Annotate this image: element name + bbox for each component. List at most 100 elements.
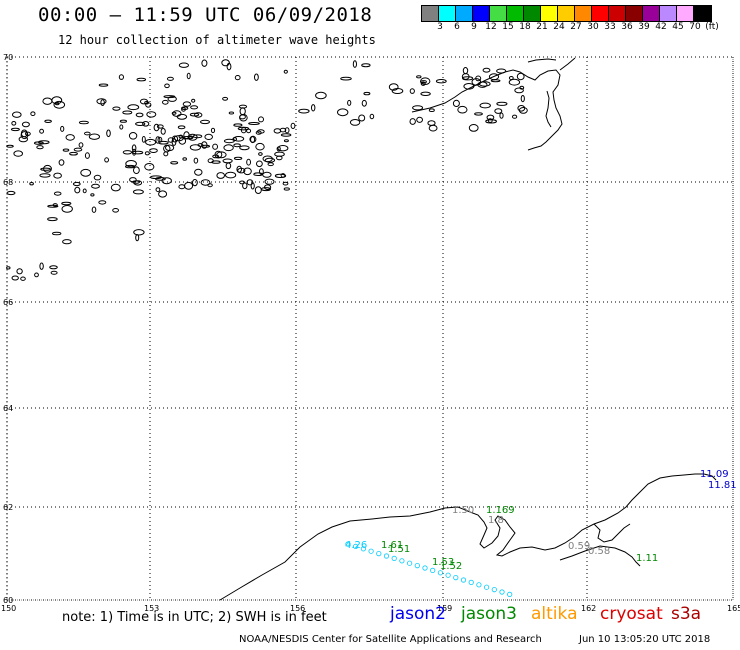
ice-floe — [409, 118, 416, 125]
ice-floe — [34, 272, 39, 278]
legend-label: 39 — [638, 22, 650, 32]
ice-floe — [20, 276, 26, 281]
ice-floe — [391, 88, 404, 94]
ice-floe — [62, 148, 70, 152]
lat-lon-grid — [6, 56, 734, 601]
ice-floe — [119, 119, 128, 123]
ice-floe — [250, 182, 255, 190]
ice-floe — [110, 183, 121, 192]
ice-floe — [264, 184, 272, 190]
ice-floe — [256, 160, 263, 168]
ice-floe — [184, 181, 194, 190]
ice-floe — [13, 150, 24, 157]
ice-floe — [156, 124, 164, 129]
legend-swatch — [575, 6, 592, 21]
ice-floe — [243, 167, 252, 176]
ice-floe — [363, 91, 371, 96]
ice-floe — [189, 112, 200, 117]
legend-swatch — [592, 6, 609, 21]
ice-floe — [149, 148, 158, 154]
ice-floe — [233, 143, 241, 148]
track-point — [468, 579, 474, 586]
ice-floe — [78, 142, 84, 148]
track-point — [453, 574, 459, 581]
ice-floe — [457, 105, 468, 114]
ice-floe — [254, 186, 262, 195]
ice-floe — [225, 162, 232, 170]
ice-floe — [486, 114, 495, 121]
ice-floe — [420, 81, 426, 86]
ice-floe — [60, 125, 65, 132]
credit-text: NOAA/NESDIS Center for Satellite Applica… — [239, 634, 542, 645]
ice-floe — [358, 114, 366, 122]
ice-floe — [250, 136, 256, 144]
ice-floe — [284, 127, 290, 134]
ice-floe — [361, 63, 371, 68]
track-point — [383, 553, 390, 559]
legend-swatch — [490, 6, 507, 21]
ice-floe — [461, 73, 470, 80]
ice-floe — [352, 60, 357, 68]
wave-height-label: 11.09 — [700, 469, 729, 480]
ice-floe — [39, 262, 44, 270]
legend-unit: (ft) — [705, 22, 719, 32]
ice-floe — [277, 145, 289, 152]
track-point — [345, 541, 351, 547]
note-text: note: 1) Time is in UTC; 2) SWH is in fe… — [62, 610, 327, 625]
ice-floe — [39, 173, 51, 178]
ice-floe — [427, 120, 436, 126]
ice-floe — [106, 129, 111, 138]
ice-floe — [482, 67, 491, 73]
ice-floe — [58, 159, 65, 166]
ice-floe — [233, 156, 243, 160]
ice-floe — [158, 140, 169, 145]
ice-floe — [11, 121, 17, 126]
ice-floe — [283, 69, 288, 74]
ice-floe — [182, 136, 193, 140]
ice-floe — [6, 144, 14, 148]
wave-height-label: 1.53 — [432, 557, 454, 568]
legend-swatch — [626, 6, 643, 21]
wave-height-label: 1.50 — [452, 505, 474, 516]
ice-floe — [233, 136, 245, 142]
bay-outline — [593, 523, 631, 543]
wave-height-label: 1.51 — [388, 544, 410, 555]
ice-floe — [21, 121, 30, 128]
ice-floe — [201, 144, 211, 148]
ice-floe — [18, 136, 28, 143]
legend-swatch — [524, 6, 541, 21]
ice-floe — [90, 193, 95, 197]
ice-floe — [246, 158, 252, 166]
ice-floe — [144, 151, 150, 156]
ice-floe — [192, 179, 198, 187]
southern-coast-shelf — [559, 545, 641, 567]
ice-floe — [409, 88, 415, 94]
ice-floe — [84, 152, 90, 159]
ice-floe — [279, 127, 287, 133]
latitude-label: 68 — [3, 178, 13, 187]
ice-floe — [475, 75, 482, 82]
ice-floe — [267, 162, 274, 167]
ice-floe — [178, 62, 189, 68]
ice-floe — [273, 128, 282, 134]
legend-swatch — [660, 6, 677, 21]
longitude-label: 159 — [437, 604, 452, 613]
track-point — [445, 572, 451, 578]
ice-floe — [462, 67, 469, 75]
ice-floe — [189, 144, 201, 151]
ice-floe — [135, 234, 140, 242]
ice-floe — [212, 154, 220, 159]
wave-height-label: 1.8 — [488, 515, 504, 526]
ice-floe — [340, 76, 352, 81]
legend-label: 6 — [454, 22, 460, 32]
ice-floe — [258, 116, 264, 123]
ice-floe — [452, 99, 460, 108]
ice-floe — [158, 190, 168, 198]
ice-floe — [216, 172, 225, 179]
ice-floe — [132, 180, 140, 184]
ice-floe — [136, 77, 147, 82]
ice-floe — [98, 200, 107, 205]
ice-floe — [283, 139, 289, 143]
ice-floe — [194, 112, 203, 118]
ice-floe — [487, 118, 493, 123]
